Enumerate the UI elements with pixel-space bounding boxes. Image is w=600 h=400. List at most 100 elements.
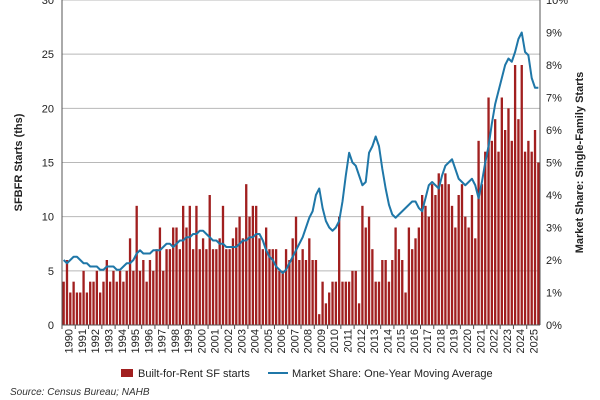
bar [503, 130, 507, 325]
bar [444, 173, 447, 325]
x-tick-label: 2014 [382, 329, 394, 353]
bar [122, 281, 125, 325]
y-left-tick-label: 0 [48, 320, 54, 332]
bar [264, 227, 268, 325]
bar [271, 249, 274, 325]
y-right-tick-label: 9% [546, 28, 562, 40]
bar [523, 151, 527, 325]
bar [411, 249, 414, 325]
bar [427, 216, 430, 325]
bar [364, 227, 367, 325]
bar [371, 249, 374, 325]
bar [142, 260, 145, 325]
bar [92, 281, 95, 325]
y-left-tick-label: 10 [42, 212, 54, 224]
bar [301, 249, 304, 325]
bar [527, 140, 530, 325]
bar [132, 270, 135, 325]
bar [454, 227, 457, 325]
bar [228, 249, 231, 325]
bar [225, 249, 228, 325]
bar [261, 249, 264, 325]
bar [490, 140, 494, 325]
x-tick-label: 2005 [263, 329, 275, 353]
bar [175, 227, 178, 325]
x-tick-label: 1996 [143, 329, 155, 353]
y-left-tick-label: 30 [42, 0, 54, 7]
bar [394, 227, 397, 325]
bar [417, 227, 421, 325]
bar [470, 195, 474, 325]
bar [334, 281, 338, 325]
bar [178, 249, 182, 325]
bar [328, 292, 331, 325]
x-tick-label: 2015 [396, 329, 408, 353]
bar [155, 249, 158, 325]
x-tick-label: 1999 [183, 329, 195, 353]
x-tick-label: 2011 [342, 329, 354, 353]
bar [460, 184, 464, 325]
bar [477, 140, 480, 325]
legend-label-line: Market Share: One-Year Moving Average [292, 368, 493, 380]
bar [165, 249, 168, 325]
x-tick-label: 2003 [236, 329, 248, 353]
bar [331, 281, 334, 325]
bar [284, 249, 288, 325]
bar [218, 238, 221, 325]
bar [75, 292, 79, 325]
market-share-line [62, 31, 539, 274]
bar [298, 260, 301, 325]
bar [354, 270, 357, 325]
bar [480, 184, 484, 325]
bar [341, 281, 344, 325]
bar [517, 119, 520, 326]
bar [304, 260, 308, 325]
x-tick-label: 2018 [435, 329, 447, 353]
bar [118, 270, 122, 325]
bar [474, 238, 477, 325]
bar [377, 281, 381, 325]
bar [128, 238, 132, 325]
bar [510, 140, 513, 325]
bar [344, 281, 347, 325]
bar [145, 281, 148, 325]
x-tick-label: 1991 [77, 329, 89, 353]
source-note: Source: Census Bureau; NAHB [10, 387, 150, 398]
bar [89, 281, 92, 325]
bar [318, 314, 321, 325]
bar [437, 173, 440, 325]
bar [138, 270, 142, 325]
bar [158, 227, 162, 325]
x-tick-label: 1990 [64, 329, 76, 353]
bar [321, 281, 324, 325]
y-left-tick-label: 5 [48, 266, 54, 278]
y-left-tick-label: 15 [42, 158, 54, 170]
x-tick-label: 2000 [196, 329, 208, 353]
x-tick-label: 2008 [303, 329, 315, 353]
y-right-tick-label: 4% [546, 190, 562, 202]
y-right-tick-label: 0% [546, 320, 562, 332]
bar [208, 195, 211, 325]
bar [464, 216, 467, 325]
bar [69, 292, 72, 325]
bar [241, 238, 245, 325]
bar [251, 205, 255, 325]
bar [245, 184, 248, 325]
y-right-tick-label: 5% [546, 158, 562, 170]
bar [85, 292, 89, 325]
x-tick-label: 1997 [157, 329, 169, 353]
bar [338, 216, 341, 325]
bar [361, 205, 364, 325]
y-right-tick-label: 2% [546, 255, 562, 267]
x-tick-label: 1994 [117, 329, 129, 353]
x-tick-label: 2025 [528, 329, 540, 353]
bar [112, 270, 115, 325]
y-left-tick-label: 25 [42, 49, 54, 61]
x-tick-label: 1992 [90, 329, 102, 353]
bar [420, 195, 424, 325]
bar [500, 97, 503, 325]
bar [148, 260, 152, 325]
bar [255, 205, 258, 325]
